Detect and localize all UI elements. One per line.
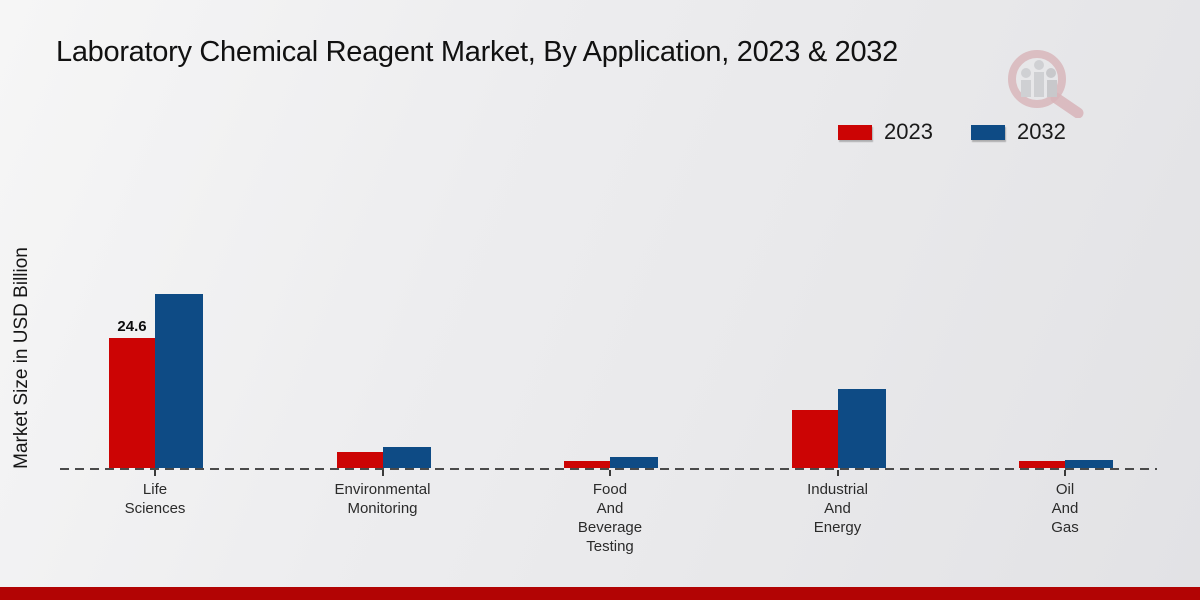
legend-label-2023: 2023 [884,119,933,144]
x-axis-tick [836,470,839,476]
bar-2032-food-and-beverage-testing [610,457,658,468]
bar-2023-industrial-and-energy [791,410,838,468]
chart-title: Laboratory Chemical Reagent Market, By A… [56,36,898,68]
bar-2023-environmental-monitoring [336,452,383,468]
bar-2023-food-and-beverage-testing [564,461,610,468]
x-axis-tick [609,470,611,476]
bar-2023-life-sciences [109,338,155,468]
x-axis-tick [381,470,384,476]
bar-2032-industrial-and-energy [837,389,886,468]
footer-band [0,587,1200,600]
legend-swatch-2032-icon [970,124,1005,140]
category-label-food-and-beverage-testing: Food And Beverage Testing [577,481,643,555]
legend-swatch-2023-icon [838,124,872,140]
category-label-life-sciences: Life Sciences [124,481,186,517]
legend-item-2023: 2023 [838,119,933,145]
magnifier-logo-icon [995,50,1091,123]
bar-2032-life-sciences [155,294,203,468]
bar-2023-oil-and-gas [1019,461,1065,468]
x-axis-tick [154,470,156,476]
legend: 2023 2032 [838,119,1066,145]
legend-item-2032: 2032 [970,119,1066,145]
y-axis-label: Market Size in USD Billion [11,247,32,469]
bar-value-label: 24.6 [117,318,147,335]
category-label-industrial-and-energy: Industrial And Energy [807,481,868,536]
bar-2032-environmental-monitoring [382,447,431,468]
x-axis-tick [1064,470,1066,476]
legend-label-2032: 2032 [1016,119,1066,144]
category-label-oil-and-gas: Oil And Gas [1051,481,1079,536]
x-axis-baseline [60,468,1157,470]
bar-2032-oil-and-gas [1065,460,1113,468]
category-label-environmental-monitoring: Environmental Monitoring [334,481,431,517]
